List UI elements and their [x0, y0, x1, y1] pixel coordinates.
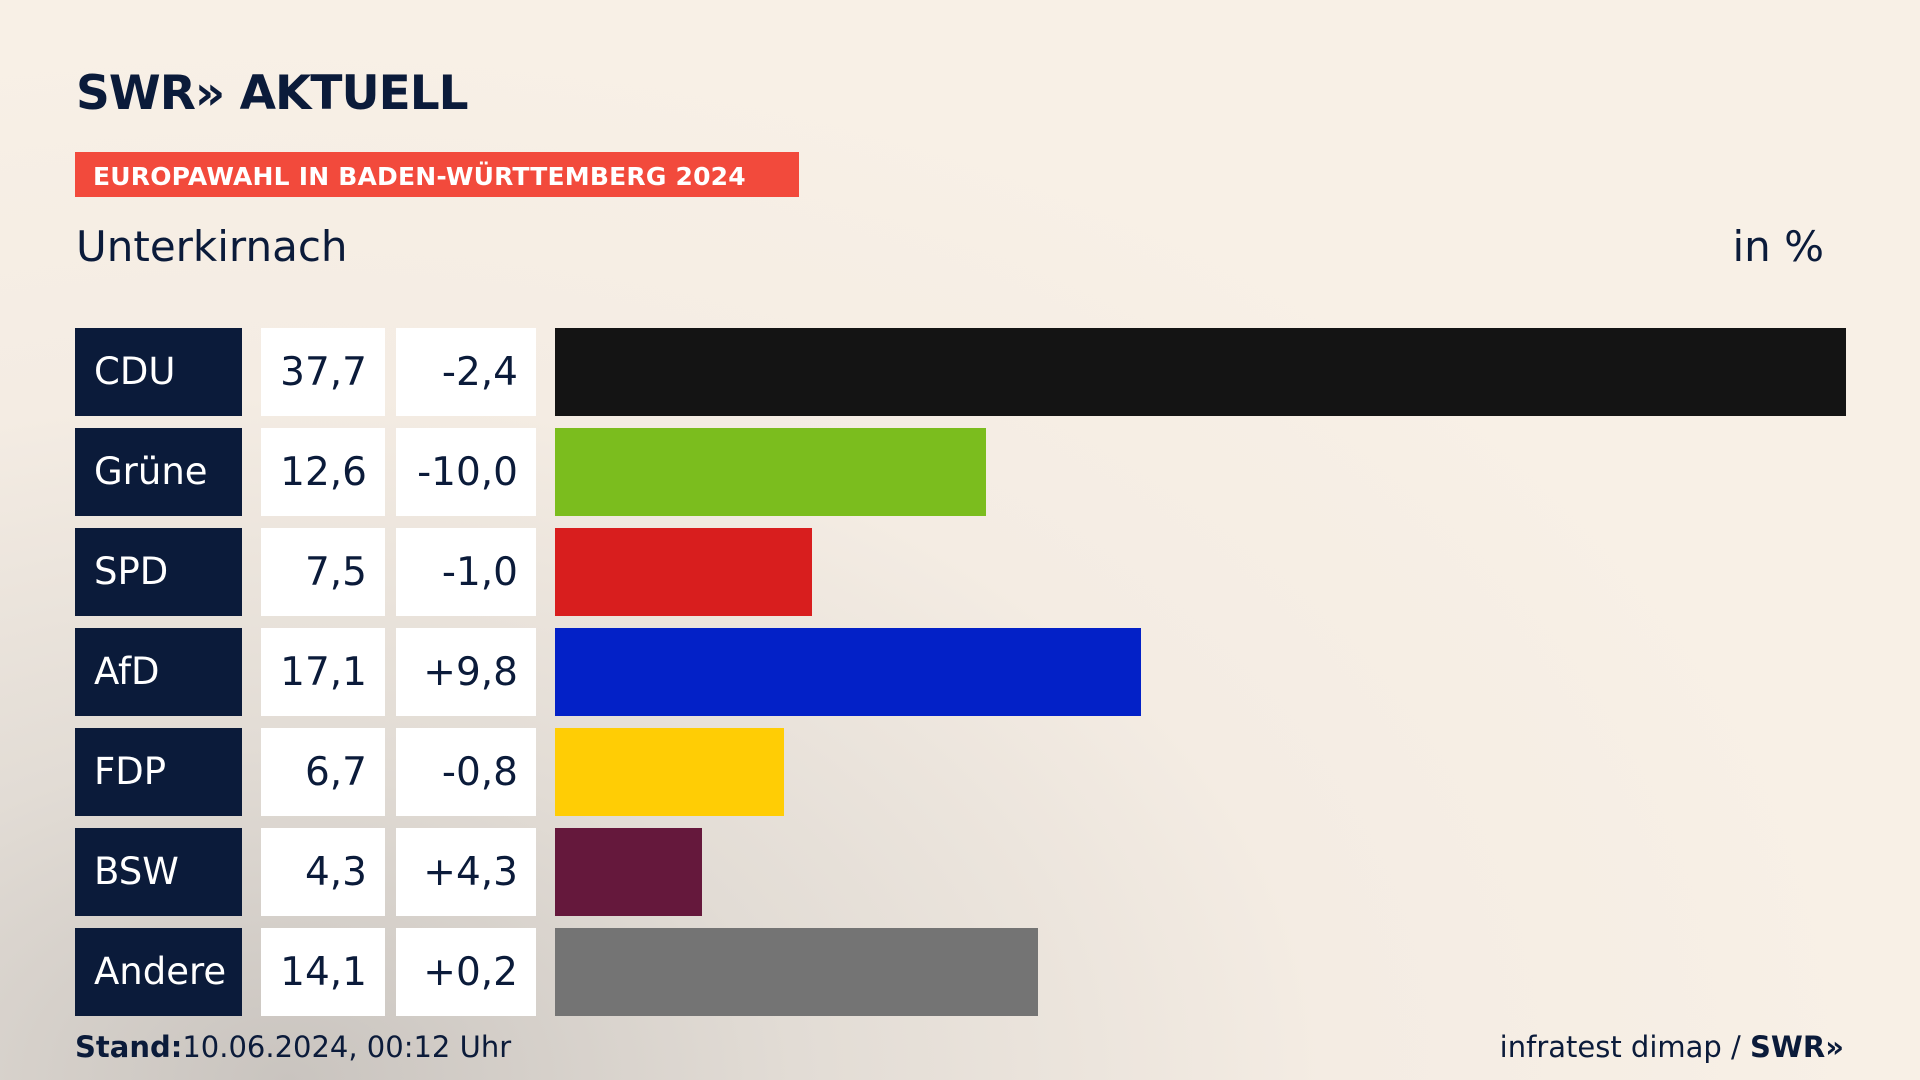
party-label: Andere: [94, 950, 227, 993]
change-label: +0,2: [423, 950, 518, 995]
party-cell: SPD: [75, 528, 242, 616]
value-label: 37,7: [280, 350, 367, 395]
change-label: +9,8: [423, 650, 518, 695]
value-cell: 7,5: [261, 528, 385, 616]
party-label: CDU: [94, 350, 176, 393]
stand-label: Stand:: [75, 1030, 183, 1064]
result-row: BSW 4,3 +4,3: [75, 828, 1846, 916]
result-row: CDU 37,7 -2,4: [75, 328, 1846, 416]
value-cell: 12,6: [261, 428, 385, 516]
result-row: SPD 7,5 -1,0: [75, 528, 1846, 616]
swr-brand: SWR»: [1750, 1030, 1844, 1064]
party-label: Grüne: [94, 450, 208, 493]
change-label: -2,4: [441, 350, 518, 395]
change-cell: -2,4: [396, 328, 536, 416]
change-cell: -0,8: [396, 728, 536, 816]
change-cell: +9,8: [396, 628, 536, 716]
election-badge-label: EUROPAWAHL IN BADEN-WÜRTTEMBERG 2024: [93, 162, 746, 191]
change-cell: -10,0: [396, 428, 536, 516]
value-cell: 37,7: [261, 328, 385, 416]
result-bar: [555, 728, 784, 816]
source-name: infratest dimap: [1499, 1030, 1722, 1064]
swr-aktuell-logo: SWR» AKTUELL: [76, 66, 469, 121]
unit-label: in %: [1732, 222, 1824, 271]
source-credit: infratest dimap / SWR»: [1500, 1030, 1844, 1064]
election-badge: EUROPAWAHL IN BADEN-WÜRTTEMBERG 2024: [75, 152, 799, 197]
value-cell: 4,3: [261, 828, 385, 916]
result-bar: [555, 428, 986, 516]
result-bar: [555, 628, 1141, 716]
party-cell: CDU: [75, 328, 242, 416]
change-label: -0,8: [441, 750, 518, 795]
change-label: +4,3: [423, 850, 518, 895]
result-bar: [555, 328, 1846, 416]
party-label: FDP: [94, 750, 167, 793]
stand-value: 10.06.2024, 00:12 Uhr: [182, 1030, 512, 1064]
change-cell: -1,0: [396, 528, 536, 616]
value-label: 4,3: [304, 850, 367, 895]
party-cell: Andere: [75, 928, 242, 1016]
change-label: -10,0: [417, 450, 518, 495]
result-row: AfD 17,1 +9,8: [75, 628, 1846, 716]
result-bar: [555, 528, 812, 616]
change-cell: +0,2: [396, 928, 536, 1016]
party-cell: AfD: [75, 628, 242, 716]
value-label: 6,7: [304, 750, 367, 795]
source-separator: /: [1721, 1030, 1751, 1064]
party-label: SPD: [94, 550, 169, 593]
chart-title: Unterkirnach: [76, 222, 348, 271]
party-cell: Grüne: [75, 428, 242, 516]
value-cell: 14,1: [261, 928, 385, 1016]
timestamp: Stand:10.06.2024, 00:12 Uhr: [75, 1030, 511, 1064]
result-bar: [555, 928, 1038, 1016]
value-label: 17,1: [280, 650, 367, 695]
value-label: 14,1: [280, 950, 367, 995]
value-label: 7,5: [304, 550, 367, 595]
value-label: 12,6: [280, 450, 367, 495]
party-label: AfD: [94, 650, 160, 693]
result-row: Grüne 12,6 -10,0: [75, 428, 1846, 516]
party-cell: FDP: [75, 728, 242, 816]
party-cell: BSW: [75, 828, 242, 916]
value-cell: 17,1: [261, 628, 385, 716]
result-row: FDP 6,7 -0,8: [75, 728, 1846, 816]
result-row: Andere 14,1 +0,2: [75, 928, 1846, 1016]
change-label: -1,0: [441, 550, 518, 595]
party-label: BSW: [94, 850, 179, 893]
value-cell: 6,7: [261, 728, 385, 816]
change-cell: +4,3: [396, 828, 536, 916]
result-bar: [555, 828, 702, 916]
